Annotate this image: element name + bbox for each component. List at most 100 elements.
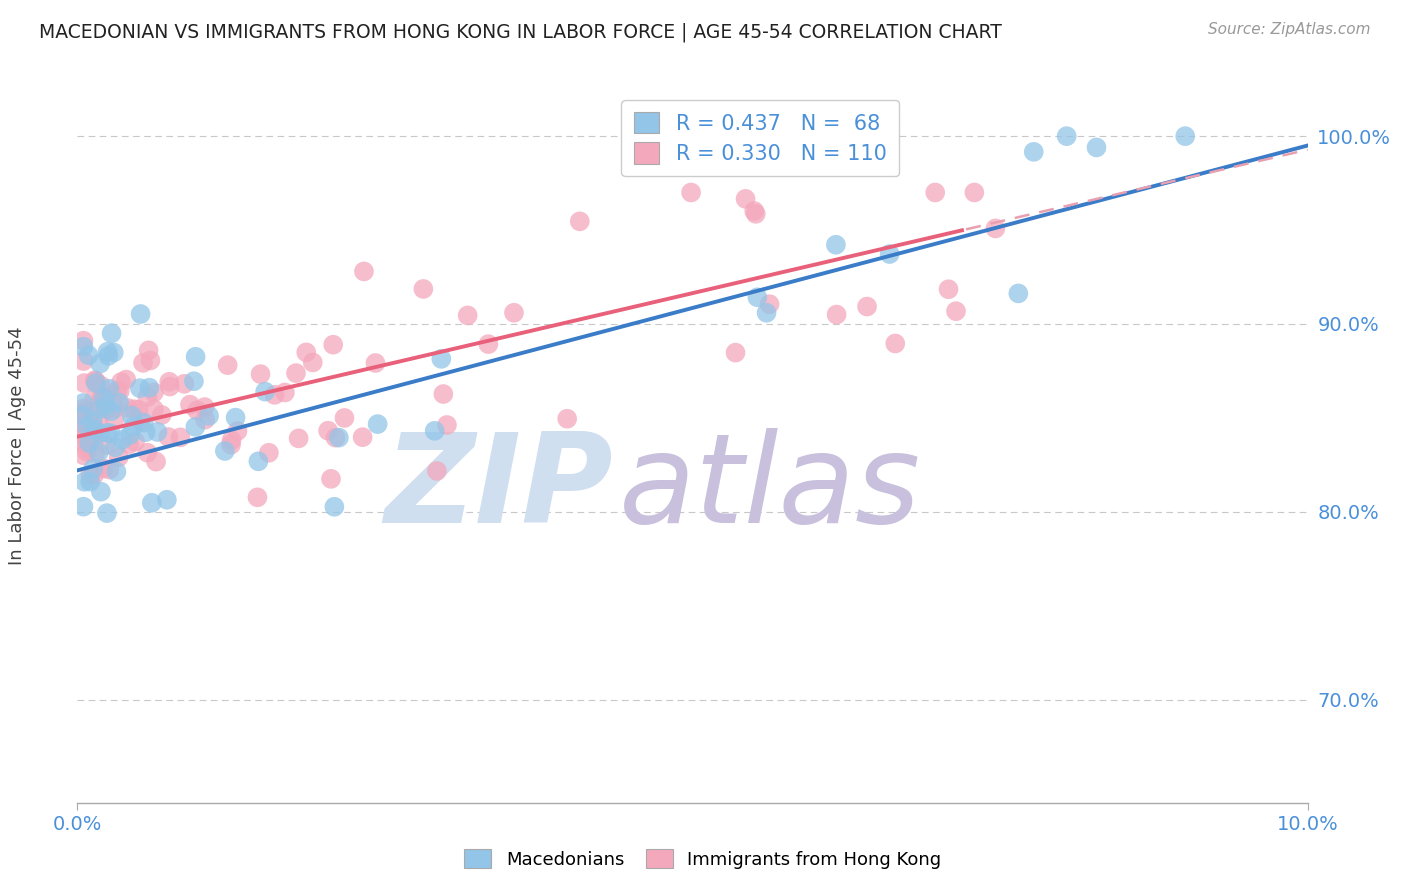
Point xyxy=(103,345,125,359)
Point xyxy=(142,402,165,417)
Point xyxy=(97,344,120,359)
Point xyxy=(219,438,242,452)
Point xyxy=(83,423,105,437)
Point xyxy=(72,401,94,416)
Point xyxy=(82,417,104,432)
Point xyxy=(100,404,122,418)
Point xyxy=(121,409,143,423)
Point xyxy=(72,435,94,450)
Point xyxy=(79,475,101,489)
Point xyxy=(76,444,98,458)
Point xyxy=(328,431,350,445)
Point xyxy=(76,441,98,455)
Point xyxy=(89,426,111,441)
Point xyxy=(353,264,375,278)
Legend: Macedonians, Immigrants from Hong Kong: Macedonians, Immigrants from Hong Kong xyxy=(457,842,949,876)
Point xyxy=(322,337,344,351)
Point xyxy=(136,446,159,460)
Point xyxy=(110,375,132,389)
Point xyxy=(138,343,160,358)
Point xyxy=(124,434,146,449)
Point xyxy=(108,395,131,409)
Point xyxy=(568,214,591,228)
Point xyxy=(142,385,165,400)
Point xyxy=(104,401,127,416)
Point xyxy=(352,430,374,444)
Point xyxy=(108,384,131,399)
Point xyxy=(423,424,446,438)
Legend: R = 0.437   N =  68, R = 0.330   N = 110: R = 0.437 N = 68, R = 0.330 N = 110 xyxy=(621,100,898,177)
Point xyxy=(93,461,115,475)
Point xyxy=(963,186,986,200)
Point xyxy=(432,387,454,401)
Point xyxy=(333,411,356,425)
Point xyxy=(73,376,96,390)
Point xyxy=(72,448,94,462)
Point xyxy=(367,417,389,431)
Point xyxy=(1022,145,1045,159)
Point xyxy=(93,390,115,404)
Point xyxy=(146,425,169,439)
Point xyxy=(157,375,180,389)
Point xyxy=(159,379,181,393)
Point xyxy=(72,396,94,410)
Point xyxy=(274,385,297,400)
Point xyxy=(758,297,780,311)
Point xyxy=(879,247,901,261)
Point xyxy=(323,500,346,514)
Point xyxy=(138,381,160,395)
Point xyxy=(90,378,112,392)
Point xyxy=(673,158,696,172)
Point xyxy=(301,355,323,369)
Point xyxy=(157,430,180,444)
Point xyxy=(127,402,149,417)
Point xyxy=(156,492,179,507)
Point xyxy=(173,376,195,391)
Point xyxy=(72,417,94,432)
Point xyxy=(124,402,146,417)
Point xyxy=(745,207,768,221)
Point xyxy=(825,308,848,322)
Point xyxy=(263,388,285,402)
Point xyxy=(285,366,308,380)
Point xyxy=(184,420,207,434)
Point xyxy=(145,455,167,469)
Point xyxy=(84,446,107,460)
Point xyxy=(856,300,879,314)
Text: MACEDONIAN VS IMMIGRANTS FROM HONG KONG IN LABOR FORCE | AGE 45-54 CORRELATION C: MACEDONIAN VS IMMIGRANTS FROM HONG KONG … xyxy=(39,22,1002,42)
Point xyxy=(77,436,100,450)
Point xyxy=(426,464,449,478)
Point xyxy=(72,426,94,441)
Point xyxy=(72,409,94,423)
Point xyxy=(98,462,121,476)
Text: In Labor Force | Age 45-54: In Labor Force | Age 45-54 xyxy=(8,326,25,566)
Point xyxy=(79,467,101,482)
Point xyxy=(72,354,94,368)
Point xyxy=(183,374,205,388)
Point xyxy=(226,424,249,438)
Point xyxy=(100,426,122,441)
Point xyxy=(97,349,120,363)
Point xyxy=(75,414,97,428)
Point xyxy=(82,414,104,428)
Point xyxy=(150,408,173,422)
Point xyxy=(96,506,118,520)
Point xyxy=(100,326,122,341)
Point xyxy=(72,334,94,348)
Point xyxy=(984,221,1007,235)
Point xyxy=(87,445,110,459)
Point xyxy=(89,411,111,425)
Point xyxy=(139,353,162,368)
Point xyxy=(90,390,112,404)
Point xyxy=(122,419,145,434)
Point xyxy=(214,444,236,458)
Point xyxy=(83,373,105,387)
Point xyxy=(111,433,134,447)
Point xyxy=(94,401,117,415)
Point xyxy=(884,336,907,351)
Point xyxy=(755,306,778,320)
Point xyxy=(1056,129,1078,144)
Point xyxy=(72,500,94,514)
Point xyxy=(82,427,104,442)
Point xyxy=(430,351,453,366)
